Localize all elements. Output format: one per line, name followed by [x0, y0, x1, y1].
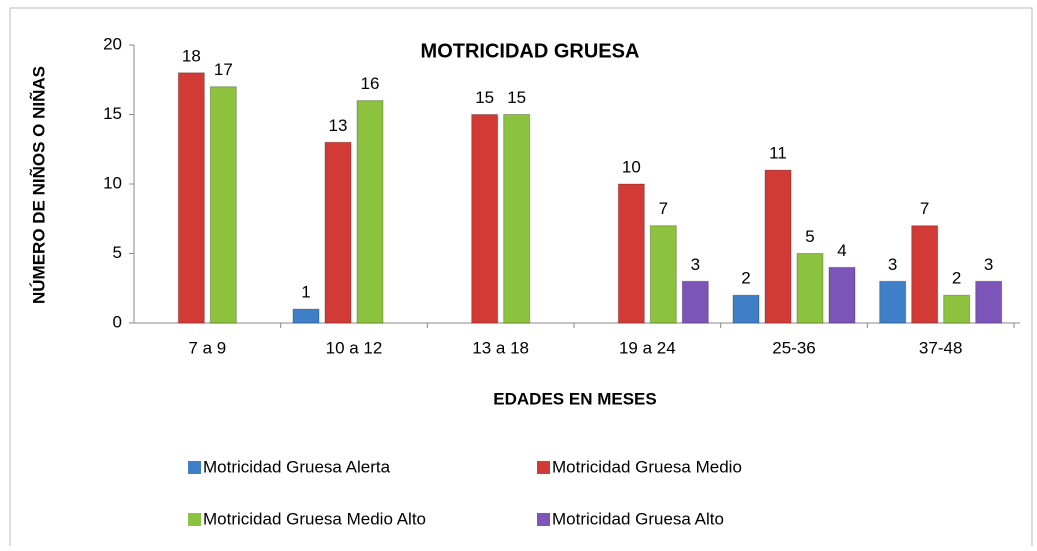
bar — [975, 280, 1003, 324]
data-label: 18 — [182, 46, 201, 65]
y-tick-label: 15 — [103, 104, 122, 123]
data-label: 7 — [659, 199, 668, 218]
data-label: 16 — [361, 74, 380, 93]
bar — [292, 308, 320, 324]
legend-swatch — [537, 513, 550, 526]
y-tick-label: 10 — [103, 173, 122, 192]
data-label: 17 — [214, 60, 233, 79]
data-label: 7 — [920, 199, 929, 218]
bar — [796, 253, 824, 324]
bar — [471, 114, 499, 324]
bar — [828, 266, 856, 324]
data-label: 3 — [984, 255, 993, 274]
x-tick-label: 13 a 18 — [472, 338, 529, 357]
bar — [649, 225, 677, 324]
data-label: 2 — [741, 269, 750, 288]
x-tick-label: 37-48 — [919, 338, 962, 357]
legend-swatch — [188, 461, 201, 474]
bar — [732, 294, 760, 324]
legend-label: Motricidad Gruesa Alerta — [203, 457, 391, 476]
bar — [943, 294, 971, 324]
chart-frame — [9, 7, 1033, 551]
data-label: 2 — [952, 269, 961, 288]
bar — [764, 169, 792, 324]
data-label: 3 — [888, 255, 897, 274]
bar — [681, 280, 709, 324]
bar — [617, 183, 645, 324]
y-tick-label: 5 — [113, 243, 122, 262]
data-label: 3 — [691, 255, 700, 274]
legend-label: Motricidad Gruesa Alto — [552, 509, 724, 528]
chart-title: MOTRICIDAD GRUESA — [421, 40, 640, 62]
data-label: 4 — [837, 241, 846, 260]
x-tick-label: 10 a 12 — [326, 338, 383, 357]
y-tick-label: 20 — [103, 34, 122, 53]
bar — [356, 100, 384, 324]
legend-label: Motricidad Gruesa Medio Alto — [203, 509, 426, 528]
x-tick-label: 7 a 9 — [188, 338, 226, 357]
bar — [503, 114, 531, 324]
data-label: 15 — [475, 88, 494, 107]
x-tick-label: 25-36 — [772, 338, 815, 357]
data-label: 15 — [507, 88, 526, 107]
y-tick-label: 0 — [113, 312, 122, 331]
bar — [177, 72, 205, 324]
bar — [209, 86, 237, 324]
data-label: 13 — [329, 116, 348, 135]
legend-label: Motricidad Gruesa Medio — [552, 457, 742, 476]
x-tick-label: 19 a 24 — [619, 338, 676, 357]
data-label: 1 — [301, 283, 310, 302]
y-axis-title: NÚMERO DE NIÑOS O NIÑAS — [28, 66, 48, 304]
data-label: 5 — [805, 227, 814, 246]
x-axis-title: EDADES EN MESES — [493, 389, 656, 408]
legend-swatch — [537, 461, 550, 474]
bar — [911, 225, 939, 324]
data-label: 10 — [622, 157, 641, 176]
data-label: 11 — [769, 144, 787, 163]
legend-swatch — [188, 513, 201, 526]
bar — [324, 141, 352, 324]
bar — [879, 280, 907, 324]
